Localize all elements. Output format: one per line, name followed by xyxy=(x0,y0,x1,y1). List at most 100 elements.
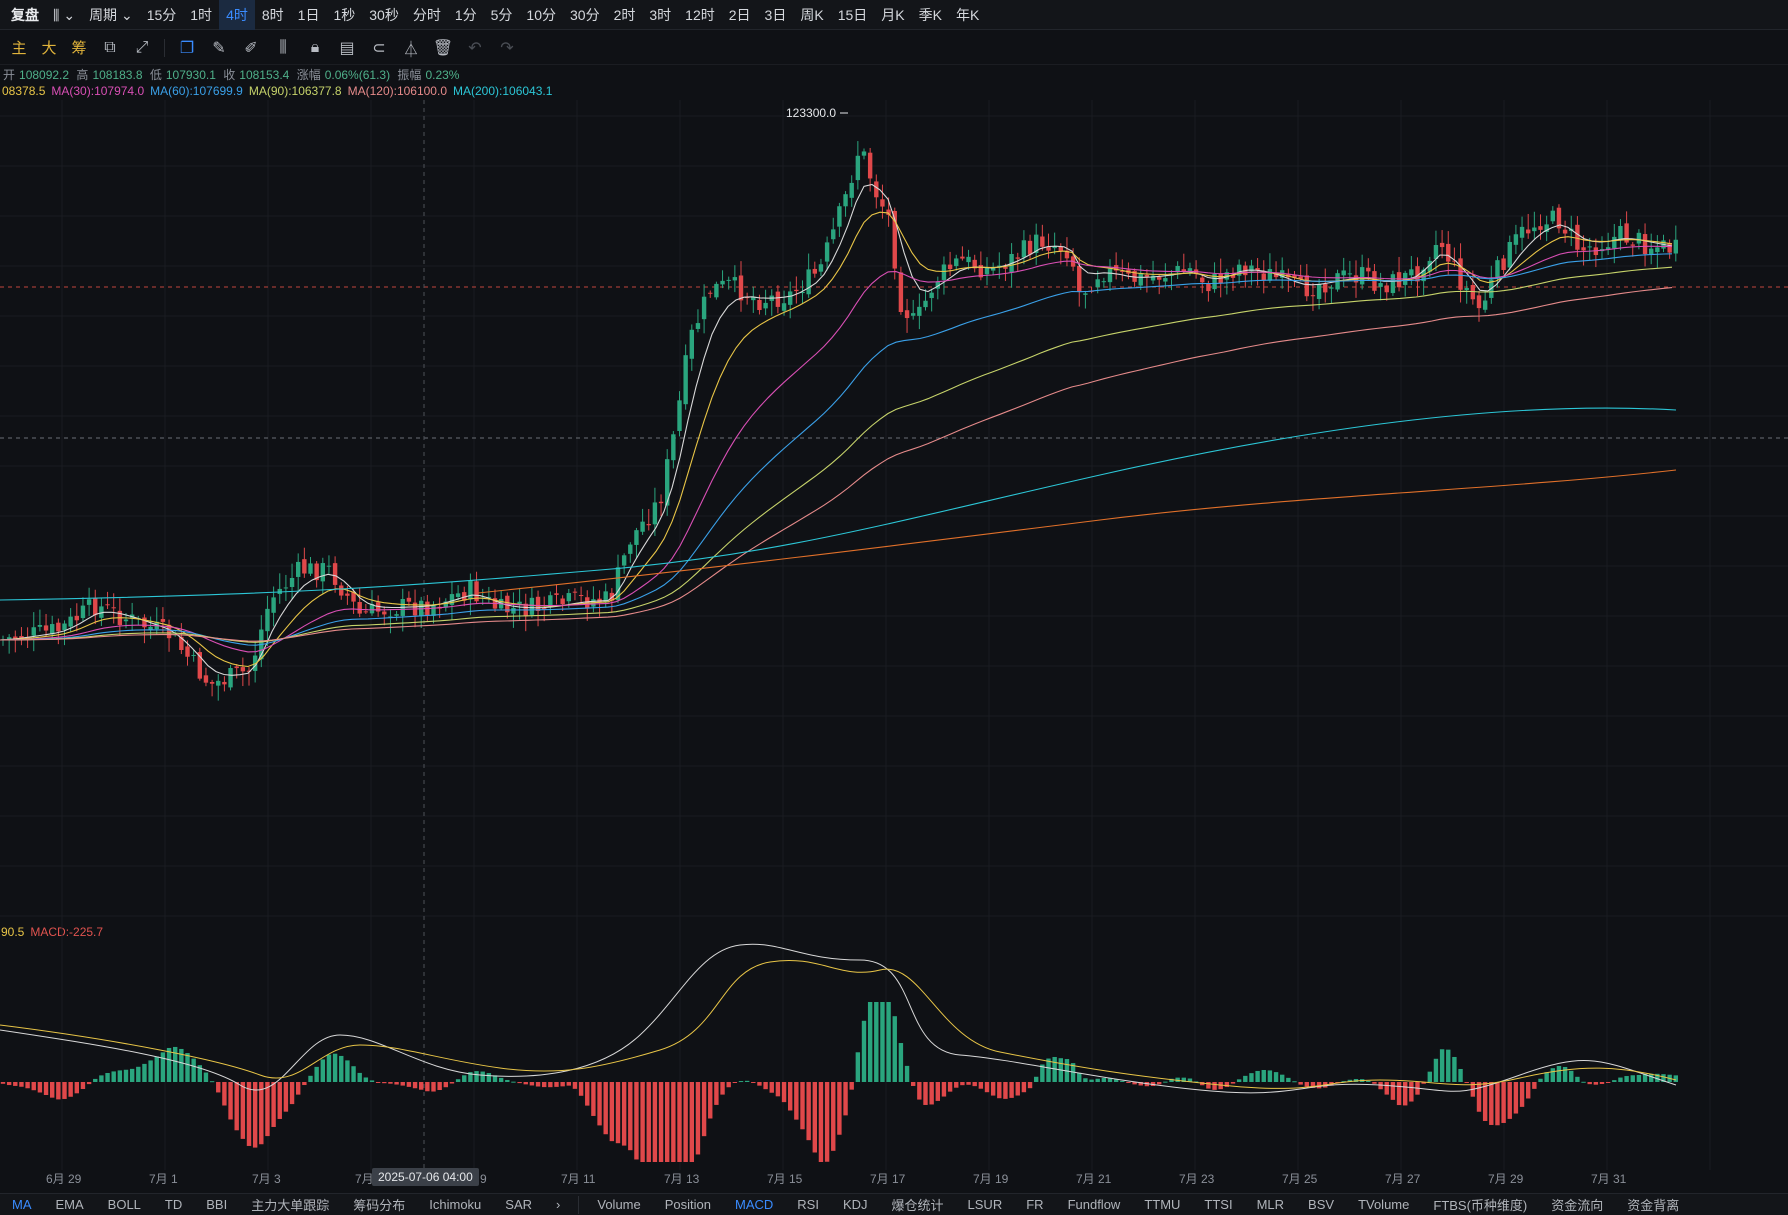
candle-body xyxy=(1458,258,1463,290)
sub-indicator-tab[interactable]: LSUR xyxy=(967,1197,1003,1212)
period-item-13[interactable]: 10分 xyxy=(526,6,556,23)
macd-bar xyxy=(228,1082,233,1120)
period-item-15[interactable]: 2时 xyxy=(613,6,636,23)
pencil-icon[interactable]: ✎ xyxy=(212,39,226,57)
main-indicator-tab[interactable]: › xyxy=(556,1197,561,1212)
sub-indicator-tab[interactable]: Fundflow xyxy=(1067,1197,1121,1212)
candle-body xyxy=(50,624,55,635)
main-indicator-tab[interactable]: BBI xyxy=(206,1197,228,1212)
period-item-19[interactable]: 3日 xyxy=(764,6,787,23)
candle-body xyxy=(689,329,694,359)
macd-bar xyxy=(332,1053,338,1082)
panel-toggle-1[interactable]: 大 xyxy=(41,40,57,57)
period-item-11[interactable]: 1分 xyxy=(454,6,477,23)
period-item-22[interactable]: 月K xyxy=(881,6,905,23)
macd-bar xyxy=(1138,1082,1143,1086)
macd-bar xyxy=(468,1072,473,1082)
period-item-17[interactable]: 12时 xyxy=(685,6,715,23)
sub-indicator-tab[interactable]: TVolume xyxy=(1358,1197,1410,1212)
period-item-10[interactable]: 分时 xyxy=(412,6,441,23)
brush-icon[interactable]: ✐ xyxy=(244,39,258,57)
change-value: 0.06%(61.3) xyxy=(324,68,391,82)
sub-indicator-tab[interactable]: FR xyxy=(1026,1197,1044,1212)
x-axis-label: 7月 1 xyxy=(149,1172,178,1186)
period-item-23[interactable]: 季K xyxy=(918,6,942,23)
candle-body xyxy=(972,259,977,269)
main-indicator-tab[interactable]: BOLL xyxy=(107,1197,141,1212)
period-item-5[interactable]: 4时 xyxy=(219,0,255,30)
macd-bar xyxy=(615,1082,621,1144)
sub-indicator-tab[interactable]: 资金流向 xyxy=(1551,1198,1604,1213)
sub-indicator-tab[interactable]: BSV xyxy=(1308,1197,1335,1212)
period-item-8[interactable]: 1秒 xyxy=(333,6,356,23)
copy-icon[interactable]: ❐ xyxy=(179,39,195,57)
period-item-24[interactable]: 年K xyxy=(955,6,980,23)
candle-body xyxy=(837,206,842,227)
macd-bar xyxy=(203,1072,209,1082)
macd-bar xyxy=(74,1082,79,1094)
period-item-3[interactable]: 15分 xyxy=(146,6,177,23)
period-item-6[interactable]: 8时 xyxy=(261,6,284,23)
macd-bar xyxy=(511,1081,516,1083)
period-item-2[interactable]: 周期 ⌄ xyxy=(89,6,133,23)
period-item-1[interactable]: ⫼ ⌄ xyxy=(53,6,76,23)
main-indicator-tab[interactable]: TD xyxy=(164,1197,183,1212)
panel-toggle-2[interactable]: 筹 xyxy=(71,40,87,57)
undo-icon[interactable]: ↶ xyxy=(468,39,482,57)
candles-icon[interactable]: ⫼ xyxy=(279,38,287,56)
candle-body xyxy=(68,616,73,627)
period-item-21[interactable]: 15日 xyxy=(837,6,868,23)
ruler-icon[interactable]: ⤢ xyxy=(135,38,149,56)
macd-bar xyxy=(363,1077,369,1082)
main-indicator-tab[interactable]: MA xyxy=(12,1197,32,1212)
main-indicator-tab[interactable]: 主力大单跟踪 xyxy=(251,1198,330,1213)
sub-indicator-tab[interactable]: Volume xyxy=(597,1197,641,1212)
macd-bar xyxy=(154,1056,159,1082)
candle-body xyxy=(1526,229,1531,234)
sub-indicator-tab[interactable]: FTBS(币种维度) xyxy=(1433,1198,1528,1213)
period-item-0[interactable]: 复盘 xyxy=(11,6,39,23)
sub-indicator-tab[interactable]: TTSI xyxy=(1204,1197,1233,1212)
main-indicator-tab[interactable]: SAR xyxy=(505,1197,533,1212)
macd-bar xyxy=(1636,1074,1642,1082)
trash-icon[interactable]: 🗑︎ xyxy=(432,39,454,57)
period-item-9[interactable]: 30秒 xyxy=(369,6,399,23)
magnet-icon[interactable]: ⊂ xyxy=(372,39,386,57)
period-item-4[interactable]: 1时 xyxy=(190,6,213,23)
period-item-18[interactable]: 2日 xyxy=(728,6,751,23)
sub-indicator-tab[interactable]: 资金背离 xyxy=(1627,1198,1680,1213)
candle-body xyxy=(1083,293,1088,295)
macd-bar xyxy=(984,1082,990,1093)
candle-body xyxy=(105,604,110,606)
candle-body xyxy=(1470,285,1476,300)
sub-indicator-tab[interactable]: RSI xyxy=(797,1197,819,1212)
note-icon[interactable]: ▤ xyxy=(339,39,355,57)
sub-indicator-tab[interactable]: MACD xyxy=(735,1197,774,1212)
filter-icon[interactable]: ⏃ xyxy=(402,41,419,59)
main-indicator-tab[interactable]: 筹码分布 xyxy=(353,1198,406,1213)
sub-indicator-tab[interactable]: TTMU xyxy=(1144,1197,1181,1212)
x-axis-label: 7月 13 xyxy=(664,1172,700,1186)
redo-icon[interactable]: ↷ xyxy=(500,39,514,57)
period-item-20[interactable]: 周K xyxy=(800,6,824,23)
period-item-12[interactable]: 5分 xyxy=(490,6,513,23)
sub-indicator-tab[interactable]: MLR xyxy=(1256,1197,1285,1212)
panel-toggle-0[interactable]: 主 xyxy=(11,40,27,57)
candle-body xyxy=(1138,273,1143,286)
period-item-7[interactable]: 1日 xyxy=(297,6,320,23)
main-indicator-tab[interactable]: Ichimoku xyxy=(429,1197,482,1212)
candle-body xyxy=(1181,269,1186,272)
sub-indicator-tab[interactable]: Position xyxy=(664,1197,711,1212)
macd-bar xyxy=(1267,1070,1273,1082)
candle-body xyxy=(246,670,252,672)
sub-indicator-tab[interactable]: KDJ xyxy=(842,1197,868,1212)
sub-indicator-tab[interactable]: 爆仓统计 xyxy=(891,1198,944,1213)
macd-bar xyxy=(449,1082,455,1084)
period-item-16[interactable]: 3时 xyxy=(649,6,672,23)
period-item-14[interactable]: 30分 xyxy=(570,6,600,23)
macd-bar xyxy=(191,1058,196,1082)
main-indicator-tab[interactable]: EMA xyxy=(55,1197,84,1212)
indicator-icon[interactable]: ⧉ xyxy=(104,38,116,56)
lock-icon[interactable]: 🔒︎ xyxy=(310,38,320,56)
